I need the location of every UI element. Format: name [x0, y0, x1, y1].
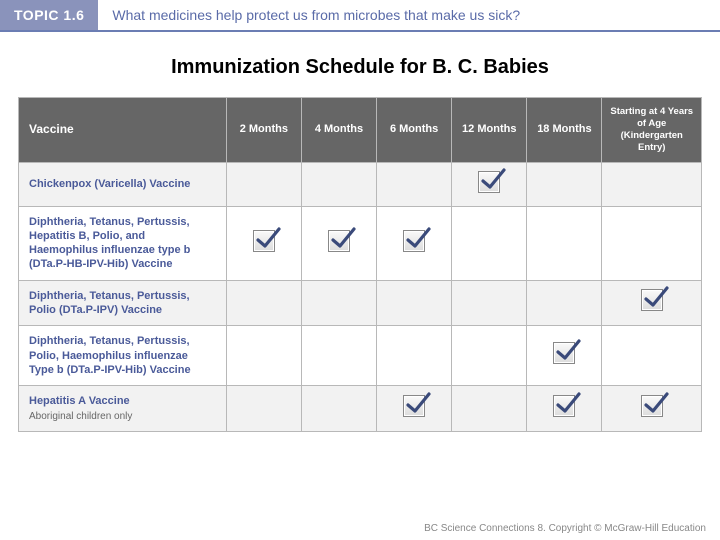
schedule-cell	[452, 162, 527, 206]
checkmark-icon	[641, 289, 663, 311]
table-row: Diphtheria, Tetanus, Pertussis, Hepatiti…	[19, 206, 702, 280]
checkmark-icon	[403, 395, 425, 417]
vaccine-name-cell: Diphtheria, Tetanus, Pertussis, Polio, H…	[19, 326, 227, 386]
topic-question: What medicines help protect us from micr…	[98, 0, 520, 30]
col-6-months: 6 Months	[377, 98, 452, 163]
topic-badge: TOPIC 1.6	[0, 0, 98, 30]
schedule-cell	[602, 386, 702, 432]
schedule-cell	[226, 280, 301, 326]
vaccine-name-label: Diphtheria, Tetanus, Pertussis, Hepatiti…	[29, 216, 190, 271]
schedule-cell	[301, 326, 376, 386]
table-row: Chickenpox (Varicella) Vaccine	[19, 162, 702, 206]
schedule-cell	[527, 386, 602, 432]
col-vaccine: Vaccine	[19, 98, 227, 163]
topic-bar: TOPIC 1.6 What medicines help protect us…	[0, 0, 720, 32]
vaccine-name-cell: Diphtheria, Tetanus, Pertussis, Hepatiti…	[19, 206, 227, 280]
schedule-cell	[377, 162, 452, 206]
table-row: Hepatitis A Vaccine Aboriginal children o…	[19, 386, 702, 432]
checkmark-icon	[641, 395, 663, 417]
schedule-cell	[301, 162, 376, 206]
schedule-cell	[527, 280, 602, 326]
schedule-cell	[377, 386, 452, 432]
col-4-months: 4 Months	[301, 98, 376, 163]
schedule-cell	[301, 206, 376, 280]
schedule-cell	[377, 206, 452, 280]
schedule-cell	[602, 162, 702, 206]
vaccine-name-label: Chickenpox (Varicella) Vaccine	[29, 178, 190, 190]
schedule-cell	[301, 386, 376, 432]
vaccine-name-label: Diphtheria, Tetanus, Pertussis, Polio, H…	[29, 335, 191, 376]
col-2-months: 2 Months	[226, 98, 301, 163]
schedule-table: Vaccine 2 Months 4 Months 6 Months 12 Mo…	[18, 97, 702, 432]
col-18-months: 18 Months	[527, 98, 602, 163]
schedule-cell	[602, 326, 702, 386]
checkmark-icon	[553, 342, 575, 364]
checkmark-icon	[328, 230, 350, 252]
table-header-row: Vaccine 2 Months 4 Months 6 Months 12 Mo…	[19, 98, 702, 163]
table-row: Diphtheria, Tetanus, Pertussis, Polio, H…	[19, 326, 702, 386]
table-body: Chickenpox (Varicella) Vaccine Diphtheria…	[19, 162, 702, 432]
table-row: Diphtheria, Tetanus, Pertussis, Polio (D…	[19, 280, 702, 326]
schedule-cell	[527, 162, 602, 206]
schedule-cell	[226, 326, 301, 386]
schedule-cell	[527, 206, 602, 280]
checkmark-icon	[553, 395, 575, 417]
checkmark-icon	[478, 171, 500, 193]
page-title: Immunization Schedule for B. C. Babies	[0, 56, 720, 79]
schedule-cell	[452, 206, 527, 280]
schedule-cell	[226, 162, 301, 206]
schedule-cell	[452, 326, 527, 386]
schedule-cell	[452, 280, 527, 326]
vaccine-subnote: Aboriginal children only	[29, 410, 216, 423]
footer-copyright: BC Science Connections 8. Copyright © Mc…	[424, 523, 706, 534]
col-12-months: 12 Months	[452, 98, 527, 163]
schedule-cell	[226, 206, 301, 280]
checkmark-icon	[403, 230, 425, 252]
vaccine-name-label: Hepatitis A Vaccine	[29, 395, 130, 407]
schedule-cell	[602, 280, 702, 326]
checkmark-icon	[253, 230, 275, 252]
col-kindergarten: Starting at 4 Years of Age (Kindergarten…	[602, 98, 702, 163]
vaccine-name-cell: Diphtheria, Tetanus, Pertussis, Polio (D…	[19, 280, 227, 326]
vaccine-name-cell: Chickenpox (Varicella) Vaccine	[19, 162, 227, 206]
schedule-cell	[527, 326, 602, 386]
schedule-cell	[226, 386, 301, 432]
schedule-cell	[377, 326, 452, 386]
vaccine-name-label: Diphtheria, Tetanus, Pertussis, Polio (D…	[29, 290, 190, 316]
schedule-cell	[602, 206, 702, 280]
schedule-cell	[301, 280, 376, 326]
schedule-table-wrap: Vaccine 2 Months 4 Months 6 Months 12 Mo…	[18, 97, 702, 432]
vaccine-name-cell: Hepatitis A Vaccine Aboriginal children o…	[19, 386, 227, 432]
schedule-cell	[377, 280, 452, 326]
schedule-cell	[452, 386, 527, 432]
